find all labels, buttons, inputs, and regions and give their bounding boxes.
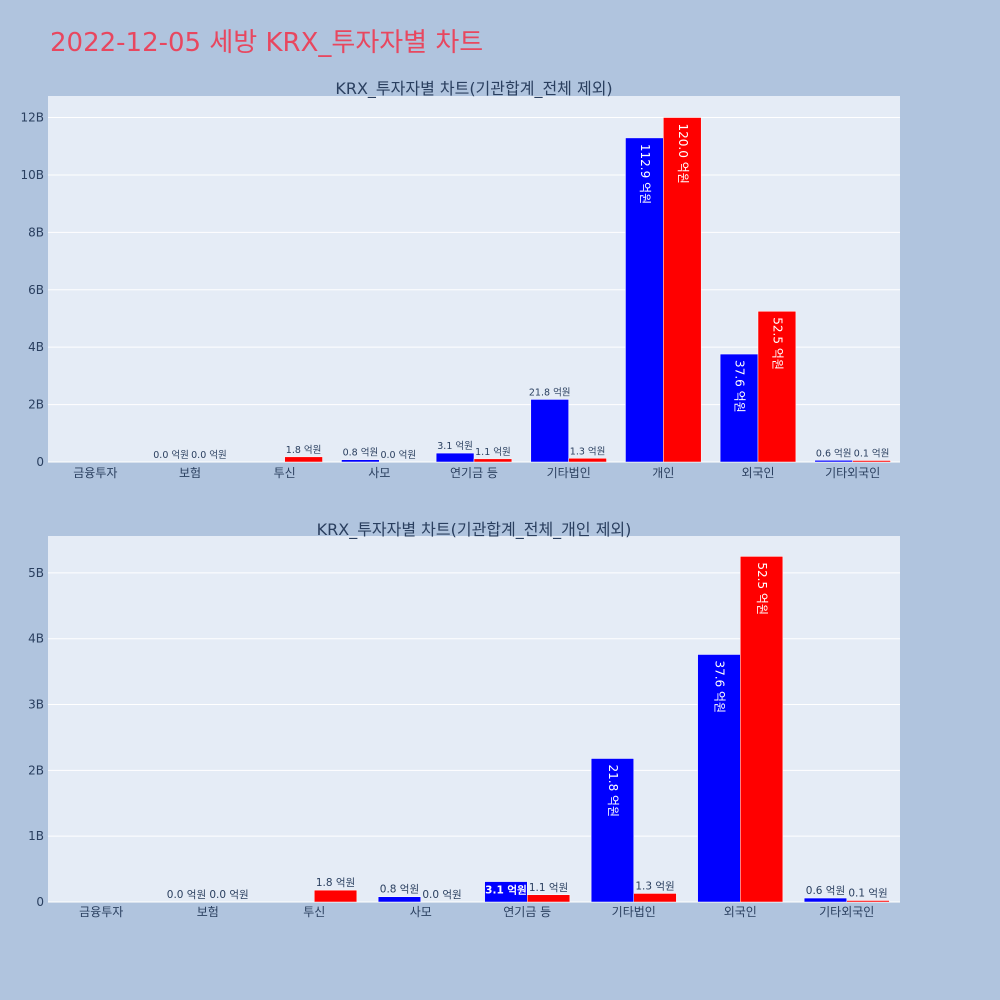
x-tick-label: 기타외국인 bbox=[825, 466, 880, 480]
x-tick-label: 연기금 등 bbox=[450, 466, 498, 480]
x-tick-label: 외국인 bbox=[741, 466, 774, 480]
y-tick-label: 4B bbox=[28, 632, 44, 646]
x-tick-label: 보험 bbox=[179, 466, 201, 480]
bar-value-label: 1.8 억원 bbox=[316, 877, 355, 889]
sell-bar bbox=[663, 117, 702, 463]
y-tick-label: 3B bbox=[28, 698, 44, 712]
bar-value-label: 1.1 억원 bbox=[529, 882, 568, 894]
x-tick-label: 투신 bbox=[274, 466, 296, 480]
bar-value-label: 1.1 억원 bbox=[475, 446, 511, 458]
sell-bar bbox=[740, 556, 784, 903]
bar-value-label: 37.6 억원 bbox=[733, 360, 747, 413]
buy-bar bbox=[625, 137, 664, 463]
bar-value-label: 0.6 억원 bbox=[806, 885, 845, 897]
bar-value-label: 1.3 억원 bbox=[570, 445, 606, 457]
sell-bar bbox=[633, 893, 677, 903]
x-tick-label: 기타법인 bbox=[612, 905, 656, 919]
chart-1: 0 2B 4B 6B 8B 10B 12B KRX_투자자별 차트(기관합계_전체 제외) 금융… bbox=[20, 79, 900, 480]
x-tick-label: 연기금 등 bbox=[503, 905, 551, 919]
bar-value-label: 0.8 억원 bbox=[343, 447, 379, 459]
sell-bar bbox=[473, 458, 513, 463]
bar-value-label: 112.9 억원 bbox=[638, 144, 652, 204]
bar-value-label: 21.8 억원 bbox=[529, 386, 571, 398]
bar-value-label: 21.8 억원 bbox=[606, 764, 620, 817]
x-tick-label: 기타외국인 bbox=[819, 905, 874, 919]
y-tick-label: 2B bbox=[28, 398, 44, 412]
bar-value-label: 0.0 억원 bbox=[209, 889, 248, 901]
sell-bar bbox=[527, 894, 571, 903]
bar-value-label: 1.3 억원 bbox=[635, 880, 674, 892]
bar-value-label: 0.8 억원 bbox=[380, 884, 419, 896]
x-tick-label: 사모 bbox=[368, 466, 390, 480]
x-tick-label: 사모 bbox=[410, 905, 432, 919]
sell-bar bbox=[852, 460, 891, 463]
y-tick-label: 5B bbox=[28, 566, 44, 580]
buy-bar bbox=[697, 654, 741, 903]
y-tick-label: 2B bbox=[28, 763, 44, 777]
x-tick-label: 투신 bbox=[303, 905, 325, 919]
x-tick-label: 기타법인 bbox=[547, 466, 591, 480]
x-tick-label: 금융투자 bbox=[73, 466, 117, 480]
bar-value-label: 0.0 억원 bbox=[191, 449, 227, 461]
bar-value-label: 120.0 억원 bbox=[676, 124, 690, 184]
buy-bar bbox=[590, 758, 635, 903]
x-tick-label: 개인 bbox=[652, 466, 674, 480]
bar-value-label: 0.0 억원 bbox=[153, 449, 189, 461]
y-tick-label: 6B bbox=[28, 283, 44, 297]
buy-bar bbox=[435, 452, 475, 463]
y-tick-label: 0 bbox=[36, 455, 44, 469]
y-tick-label: 0 bbox=[36, 895, 44, 909]
bar-value-label: 37.6 억원 bbox=[712, 660, 726, 713]
bar-value-label: 52.5 억원 bbox=[755, 562, 769, 615]
bar-value-label: 0.1 억원 bbox=[854, 448, 890, 460]
bar-value-label: 0.0 억원 bbox=[380, 449, 416, 461]
x-tick-label: 금융투자 bbox=[79, 905, 123, 919]
chart-title: KRX_투자자별 차트(기관합계_전체_개인 제외) bbox=[317, 520, 632, 540]
buy-bar bbox=[530, 399, 569, 463]
buy-bar bbox=[377, 896, 421, 903]
y-tick-label: 10B bbox=[20, 168, 44, 182]
sell-bar bbox=[568, 458, 607, 463]
chart-2: 0 1B 2B 3B 4B 5B KRX_투자자별 차트(기관합계_전체_개인 제외) 금융투… bbox=[28, 520, 900, 919]
x-tick-label: 보험 bbox=[197, 905, 219, 919]
bar-value-label: 52.5 억원 bbox=[770, 317, 784, 370]
buy-bar bbox=[341, 459, 380, 463]
bar-value-label: 0.1 억원 bbox=[848, 888, 887, 900]
sell-bar bbox=[284, 456, 323, 463]
buy-bar bbox=[484, 881, 528, 903]
buy-bar bbox=[803, 897, 848, 903]
bar-value-label: 3.1 억원 bbox=[485, 884, 527, 897]
buy-bar bbox=[719, 353, 759, 463]
y-tick-label: 1B bbox=[28, 829, 44, 843]
x-tick-label: 외국인 bbox=[724, 905, 757, 919]
page-title: 2022-12-05 세방 KRX_투자자별 차트 bbox=[50, 28, 484, 58]
buy-bar bbox=[814, 460, 853, 463]
sell-bar bbox=[314, 889, 358, 903]
bar-value-label: 3.1 억원 bbox=[437, 440, 473, 452]
sell-bar bbox=[757, 311, 797, 463]
bar-value-label: 0.6 억원 bbox=[816, 447, 852, 459]
y-tick-label: 8B bbox=[28, 225, 44, 239]
sell-bar bbox=[846, 900, 890, 903]
bar-value-label: 1.8 억원 bbox=[286, 444, 322, 456]
y-tick-label: 12B bbox=[20, 111, 44, 125]
bar-value-label: 0.0 억원 bbox=[422, 889, 461, 901]
bar-value-label: 0.0 억원 bbox=[167, 889, 206, 901]
y-tick-label: 4B bbox=[28, 340, 44, 354]
chart-title: KRX_투자자별 차트(기관합계_전체 제외) bbox=[335, 79, 612, 99]
